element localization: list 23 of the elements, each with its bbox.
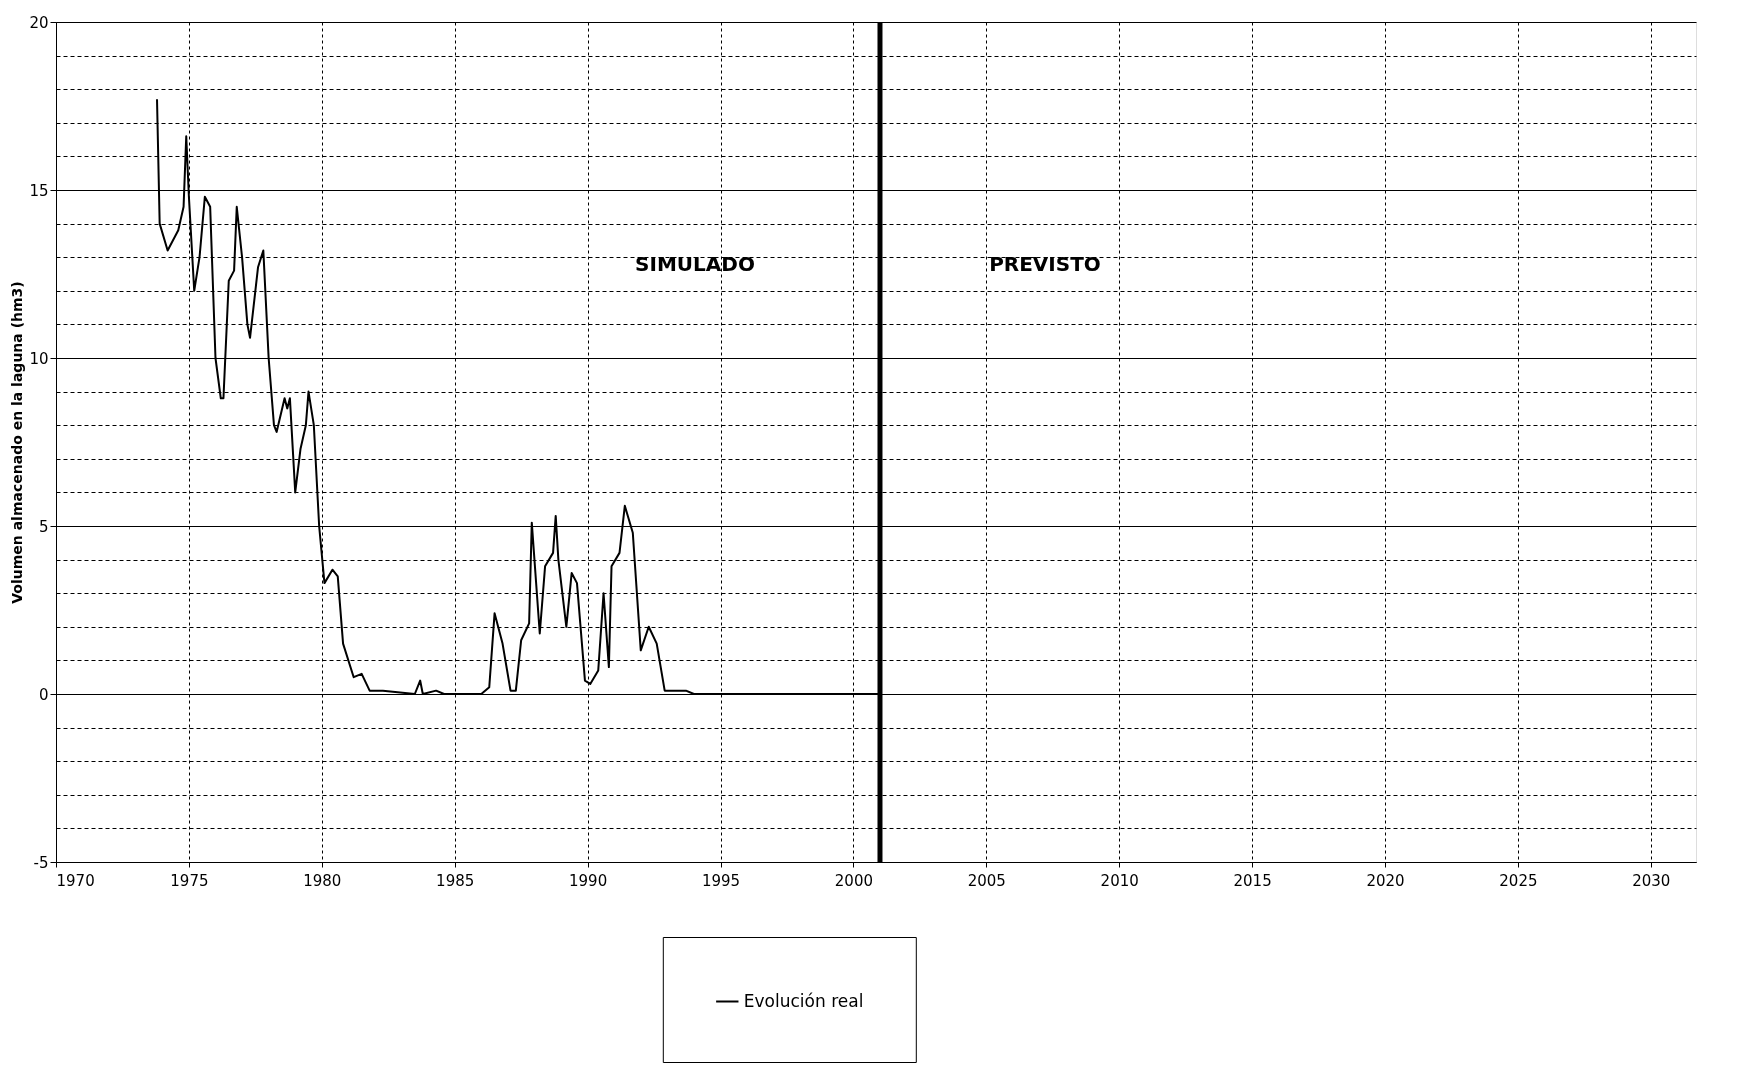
x-tick-label: 2000 <box>834 871 873 890</box>
x-tick-label: 2025 <box>1499 871 1538 890</box>
x-tick-label: 2005 <box>967 871 1006 890</box>
x-tick-label: 2010 <box>1100 871 1139 890</box>
y-tick-label: 0 <box>38 685 49 704</box>
y-tick-label: -5 <box>33 853 49 872</box>
legend-label: Evolución real <box>743 990 864 1011</box>
x-tick-label: 1975 <box>170 871 209 890</box>
y-tick-label: 10 <box>29 349 49 368</box>
y-tick-label: 15 <box>29 181 49 200</box>
x-tick-label: 1985 <box>436 871 475 890</box>
annotation: SIMULADO <box>635 252 755 276</box>
x-tick-label: 1995 <box>701 871 741 890</box>
y-axis-title: Volumen almacenado en la laguna (hm3) <box>9 281 26 604</box>
x-tick-label: 2030 <box>1632 871 1671 890</box>
x-tick-label: 1990 <box>569 871 608 890</box>
x-tick-label: 2015 <box>1233 871 1272 890</box>
y-tick-label: 5 <box>38 517 49 536</box>
y-tick-label: 20 <box>29 13 49 32</box>
x-tick-label: 2020 <box>1366 871 1405 890</box>
x-tick-label: 1970 <box>56 871 95 890</box>
x-tick-label: 1980 <box>303 871 342 890</box>
annotation: PREVISTO <box>989 252 1101 276</box>
